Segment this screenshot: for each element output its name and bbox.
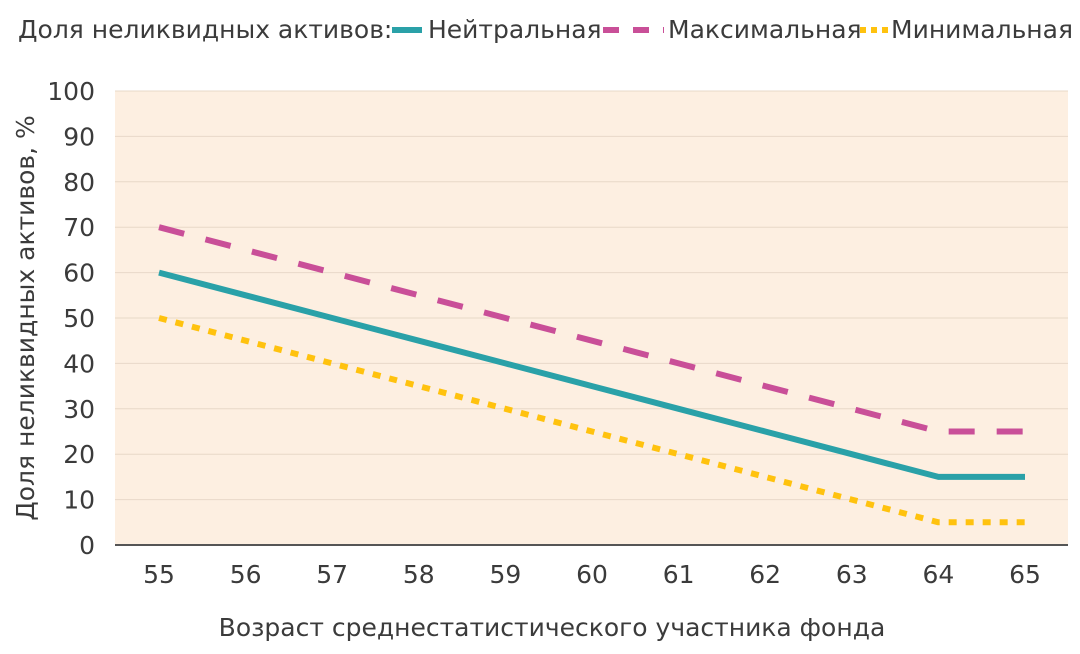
- gridlines: [115, 90, 1068, 501]
- x-tick-label: 55: [143, 560, 175, 589]
- y-axis-title: Доля неликвидных активов, %: [11, 115, 40, 521]
- legend-label-neutral: Нейтральная: [428, 15, 602, 44]
- y-tick-label: 20: [63, 440, 95, 469]
- x-axis-title: Возраст среднестатистического участника …: [219, 613, 886, 642]
- y-tick-label: 50: [63, 304, 95, 333]
- legend: Доля неликвидных активов: Нейтральная Ма…: [18, 15, 1073, 44]
- series-line-min: [158, 315, 1025, 526]
- legend-label-max: Максимальная: [668, 15, 862, 44]
- x-tick-label: 60: [576, 560, 608, 589]
- x-tick-label: 65: [1009, 560, 1041, 589]
- series-lines: [158, 224, 1025, 526]
- y-tick-label: 10: [63, 486, 95, 515]
- legend-label-min: Минимальная: [891, 15, 1073, 44]
- y-tick-label: 0: [79, 531, 95, 560]
- x-tick-label: 57: [316, 560, 348, 589]
- y-tick-label: 60: [63, 259, 95, 288]
- y-tick-label: 90: [63, 122, 95, 151]
- legend-title: Доля неликвидных активов:: [18, 15, 392, 44]
- y-tick-label: 30: [63, 395, 95, 424]
- series-line-neutral: [158, 269, 1025, 480]
- x-tick-label: 58: [403, 560, 435, 589]
- x-tick-label: 56: [230, 560, 262, 589]
- y-tick-label: 100: [47, 77, 95, 106]
- x-tick-label: 62: [749, 560, 781, 589]
- x-tick-label: 61: [663, 560, 695, 589]
- y-tick-label: 40: [63, 349, 95, 378]
- y-tick-label: 80: [63, 168, 95, 197]
- x-tick-label: 64: [922, 560, 954, 589]
- series-line-max: [158, 224, 1025, 435]
- x-axis-ticks: 55 56 57 58 59 60 61 62 63 64 65: [143, 560, 1041, 589]
- y-axis-ticks: 0 10 20 30 40 50 60 70 80 90 100: [47, 77, 95, 560]
- x-tick-label: 59: [489, 560, 521, 589]
- y-tick-label: 70: [63, 213, 95, 242]
- x-tick-label: 63: [836, 560, 868, 589]
